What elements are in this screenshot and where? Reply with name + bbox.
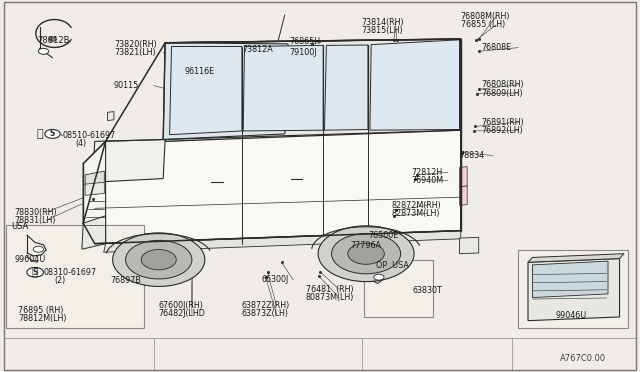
Polygon shape [85,171,104,186]
Text: Ⓢ: Ⓢ [32,267,38,277]
Text: 76500E: 76500E [368,231,398,240]
Text: 76895 (RH): 76895 (RH) [18,306,63,315]
Text: 78831(LH): 78831(LH) [14,216,56,225]
Bar [6,225,144,328]
Text: (2): (2) [54,276,66,285]
Text: 76865H: 76865H [289,37,321,46]
Text: 76808M(RH): 76808M(RH) [461,12,510,21]
Text: 78812M(LH): 78812M(LH) [18,314,67,323]
Polygon shape [104,231,461,252]
Polygon shape [85,182,104,195]
Text: 76897B: 76897B [110,276,141,285]
Polygon shape [243,45,323,131]
Circle shape [27,267,44,277]
Text: 76940M: 76940M [411,176,443,185]
Text: 08310-61697: 08310-61697 [44,268,97,277]
Text: 79100J: 79100J [289,48,317,57]
Text: 76809(LH): 76809(LH) [481,89,523,97]
Circle shape [348,243,384,264]
Text: 08510-61697: 08510-61697 [63,131,116,140]
Bar [518,250,628,328]
Text: 82872M(RH): 82872M(RH) [392,201,442,210]
Polygon shape [532,261,608,298]
Circle shape [33,246,44,252]
Text: 73812A: 73812A [242,45,273,54]
Polygon shape [163,43,288,140]
Circle shape [113,233,205,286]
Circle shape [374,274,384,280]
Text: 72812H: 72812H [411,168,442,177]
Text: 63873Z(LH): 63873Z(LH) [242,310,289,318]
Text: S: S [33,268,38,277]
Polygon shape [170,46,242,135]
Polygon shape [324,45,368,130]
Polygon shape [371,269,384,283]
Text: 73814(RH): 73814(RH) [362,18,404,27]
Circle shape [49,37,56,41]
Polygon shape [95,130,461,244]
Text: 82873M(LH): 82873M(LH) [392,209,440,218]
Polygon shape [460,186,467,205]
Polygon shape [108,112,114,121]
Text: 99604U: 99604U [14,255,45,264]
Text: 76855 (LH): 76855 (LH) [461,20,505,29]
Text: 78812B: 78812B [37,36,70,45]
Circle shape [141,250,176,270]
Text: A767C0.00: A767C0.00 [560,355,606,363]
Text: 76892(LH): 76892(LH) [481,126,523,135]
Text: 73820(RH): 73820(RH) [114,40,157,49]
Text: 76808E: 76808E [481,43,511,52]
Text: 99046U: 99046U [556,311,587,320]
Circle shape [332,234,401,274]
Text: 76481  (RH): 76481 (RH) [306,285,353,294]
Text: (4): (4) [76,140,86,148]
Polygon shape [460,167,467,187]
Polygon shape [82,216,106,249]
Text: 63872Z(RH): 63872Z(RH) [242,301,290,310]
Text: Ⓢ: Ⓢ [36,129,43,139]
Text: 73815(LH): 73815(LH) [362,26,403,35]
Polygon shape [460,237,479,254]
Text: 96116E: 96116E [184,67,214,76]
Polygon shape [83,141,106,244]
Text: 73821(LH): 73821(LH) [114,48,156,57]
Polygon shape [370,40,460,130]
Text: 90115: 90115 [114,81,139,90]
Text: 66300J: 66300J [261,275,289,284]
Text: USA: USA [12,222,29,231]
Text: 63830T: 63830T [413,286,442,295]
Text: 77796A: 77796A [351,241,381,250]
Text: 76891(RH): 76891(RH) [481,118,524,126]
Circle shape [45,129,60,138]
Bar [364,260,433,317]
Text: 76482J(LHD: 76482J(LHD [159,310,205,318]
Polygon shape [165,39,461,141]
Circle shape [38,48,49,54]
Text: 78834: 78834 [460,151,484,160]
Polygon shape [528,259,620,321]
Polygon shape [93,140,165,182]
Text: 67600J(RH): 67600J(RH) [159,301,204,310]
Circle shape [125,240,192,279]
Text: S: S [50,129,55,138]
Text: OP  USA: OP USA [376,262,409,270]
Text: 76808(RH): 76808(RH) [481,80,524,89]
Circle shape [318,226,414,282]
Text: 78830(RH): 78830(RH) [14,208,57,217]
Text: 80873M(LH): 80873M(LH) [306,293,355,302]
Polygon shape [528,254,624,262]
